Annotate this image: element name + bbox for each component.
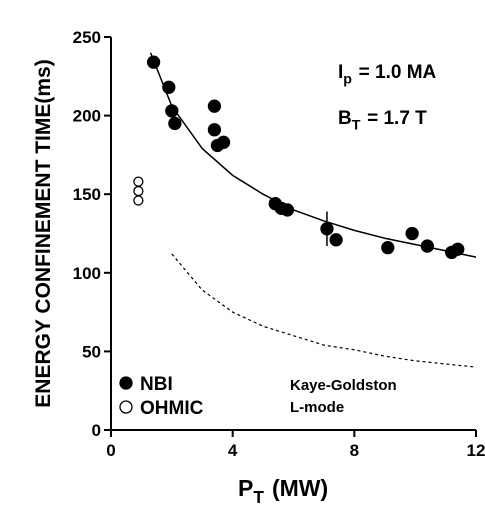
y-tick-label: 200 <box>73 107 101 126</box>
legend-marker <box>119 400 133 414</box>
curve-label: L-mode <box>290 399 344 416</box>
annotation: BT = 1.7 T <box>338 108 427 134</box>
x-tick-label: 12 <box>467 441 485 460</box>
data-point <box>133 195 144 206</box>
data-point <box>168 116 182 131</box>
annotation-rest: = 1.0 MA <box>359 62 437 83</box>
data-point <box>280 203 295 217</box>
data-point <box>133 185 144 197</box>
legend-label: OHMIC <box>140 398 204 419</box>
fit-curve <box>149 52 477 258</box>
y-tick-label: 250 <box>73 28 101 47</box>
data-point <box>133 176 144 187</box>
x-axis-label-main: P <box>238 475 253 501</box>
data-point <box>207 123 222 137</box>
y-tick-label: 100 <box>73 264 101 283</box>
data-point <box>146 55 161 69</box>
annotation: Ip = 1.0 MA <box>338 62 437 88</box>
y-tick-label: 150 <box>73 185 101 204</box>
y-tick-label: 50 <box>82 342 101 361</box>
x-axis-label: PT (MW) <box>238 475 328 507</box>
legend-label: NBI <box>140 374 173 395</box>
data-point <box>329 233 343 247</box>
data-point <box>320 222 334 236</box>
data-point <box>451 242 465 256</box>
annotation-sub: p <box>343 72 352 88</box>
data-point <box>405 226 419 241</box>
annotation-rest: = 1.7 T <box>367 108 427 129</box>
x-tick-label: 4 <box>228 441 238 460</box>
data-point <box>207 99 222 113</box>
y-axis-label: ENERGY CONFINEMENT TIME(ms) <box>32 59 55 407</box>
data-point <box>162 80 176 94</box>
legend-marker <box>119 376 133 390</box>
data-point <box>420 239 434 253</box>
annotation-main: B <box>338 108 352 129</box>
curve-label: Kaye-Goldston <box>290 377 397 394</box>
x-tick-label: 0 <box>106 441 115 460</box>
x-axis-label-sub: T <box>253 487 264 507</box>
annotation-sub: T <box>352 118 361 134</box>
x-tick-label: 8 <box>350 441 359 460</box>
data-point <box>165 104 179 118</box>
annotation-main: I <box>338 62 343 83</box>
y-tick-label: 0 <box>92 421 101 440</box>
x-axis-label-rest: (MW) <box>272 475 328 501</box>
data-point <box>381 240 395 255</box>
fit-curve <box>171 253 477 368</box>
data-point <box>216 135 231 149</box>
